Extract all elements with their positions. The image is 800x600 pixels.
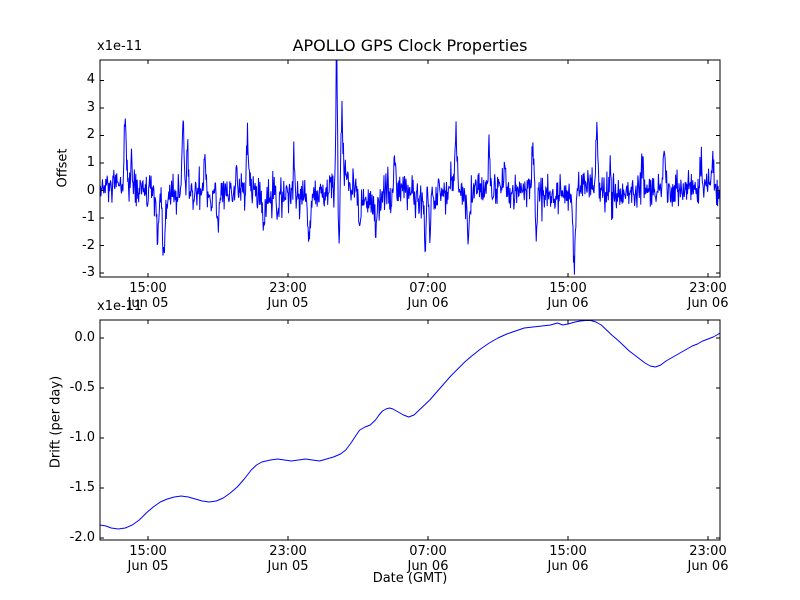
y-tick-label: -1.0 (69, 430, 95, 445)
x-tick-date: Jun 06 (687, 559, 729, 574)
x-tick-date: Jun 05 (127, 296, 169, 311)
x-tick-time: 23:00 (689, 281, 727, 296)
x-tick-label: 07:00 Jun 06 (386, 281, 470, 311)
x-tick-label: 15:00 Jun 06 (526, 281, 610, 311)
x-tick-time: 15:00 (129, 281, 167, 296)
x-tick-date: Jun 05 (127, 559, 169, 574)
x-tick-date: Jun 06 (407, 559, 449, 574)
x-tick-time: 15:00 (549, 281, 587, 296)
y-tick-label: 0 (86, 182, 95, 198)
y-tick-label: 0.0 (74, 330, 95, 345)
x-tick-time: 07:00 (409, 281, 447, 296)
y-tick-label: -1 (82, 210, 95, 225)
x-tick-label: 23:00 Jun 06 (666, 281, 750, 311)
y-tick-label: 4 (86, 72, 95, 88)
bottom-y-axis-label: Drift (per day) (49, 376, 64, 468)
x-tick-label: 15:00 Jun 05 (106, 544, 190, 574)
x-axis-label: Date (GMT) (372, 571, 448, 586)
y-tick-label: 3 (86, 99, 95, 115)
y-tick-label: 1 (86, 154, 95, 170)
y-tick-label: -3 (82, 265, 95, 280)
x-tick-time: 23:00 (689, 544, 727, 559)
x-tick-time: 15:00 (129, 544, 167, 559)
x-tick-label: 23:00 Jun 05 (246, 281, 330, 311)
x-tick-label: 07:00 Jun 06 (386, 544, 470, 574)
x-tick-date: Jun 06 (407, 296, 449, 311)
bottom-y-offset-label: x1e-11 (97, 299, 143, 314)
bottom-y-axis-label-text: Drift (per day) (48, 375, 64, 469)
x-tick-date: Jun 05 (267, 559, 309, 574)
x-tick-date: Jun 06 (547, 559, 589, 574)
top-y-axis-label-text: Offset (55, 148, 71, 188)
x-tick-date: Jun 06 (687, 296, 729, 311)
x-tick-label: 23:00 Jun 05 (246, 544, 330, 574)
y-tick-label: -0.5 (69, 380, 95, 395)
y-tick-label: -2.0 (69, 530, 95, 545)
x-tick-label: 15:00 Jun 05 (106, 281, 190, 311)
x-tick-date: Jun 06 (547, 296, 589, 311)
x-tick-label: 23:00 Jun 06 (666, 544, 750, 574)
chart-title: APOLLO GPS Clock Properties (292, 36, 528, 55)
y-tick-label: 2 (86, 127, 95, 143)
x-tick-time: 23:00 (269, 544, 307, 559)
top-y-offset-label: x1e-11 (97, 39, 143, 54)
y-tick-label: -1.5 (69, 480, 95, 495)
x-tick-time: 07:00 (409, 544, 447, 559)
x-tick-time: 23:00 (269, 281, 307, 296)
x-tick-date: Jun 05 (267, 296, 309, 311)
top-y-axis-label: Offset (56, 148, 71, 187)
y-tick-label: -2 (82, 237, 95, 253)
x-tick-label: 15:00 Jun 06 (526, 544, 610, 574)
x-tick-time: 15:00 (549, 544, 587, 559)
